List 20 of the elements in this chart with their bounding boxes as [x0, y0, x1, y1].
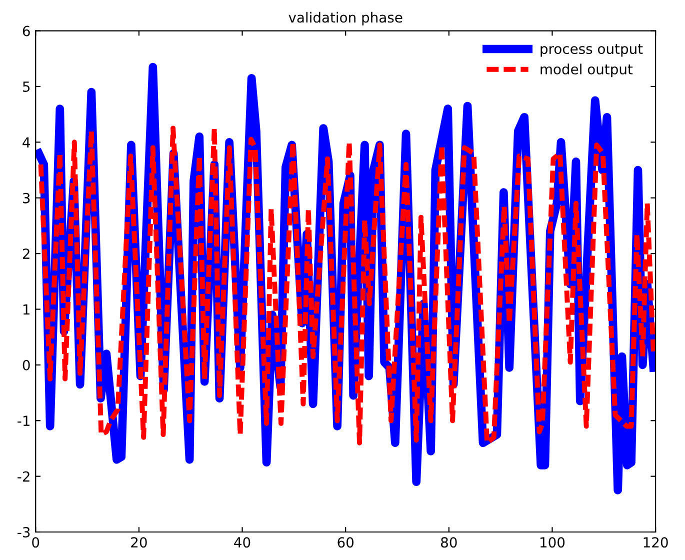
legend-label: model output — [540, 64, 633, 78]
y-tick-label: 5 — [22, 82, 30, 92]
y-tick-label: 4 — [22, 137, 30, 148]
y-tick-label: -1 — [18, 416, 30, 426]
y-tick-label: -2 — [18, 471, 30, 482]
x-tick-label: 80 — [441, 537, 457, 548]
legend-label: process output — [540, 44, 643, 57]
x-tick-label: 0 — [32, 537, 40, 548]
x-tick-label: 40 — [234, 537, 250, 548]
y-tick-label: 0 — [22, 360, 30, 370]
x-tick-label: 120 — [644, 537, 668, 548]
y-tick-label: 2 — [22, 248, 30, 259]
y-tick-label: -3 — [18, 526, 30, 538]
x-tick-label: 20 — [131, 537, 147, 548]
x-tick-label: 100 — [540, 537, 565, 548]
y-tick-label: 3 — [22, 192, 30, 204]
x-tick-label: 60 — [338, 537, 354, 548]
chart-title: validation phase — [288, 12, 402, 26]
y-tick-label: 1 — [23, 304, 30, 315]
y-tick-label: 6 — [22, 26, 30, 36]
